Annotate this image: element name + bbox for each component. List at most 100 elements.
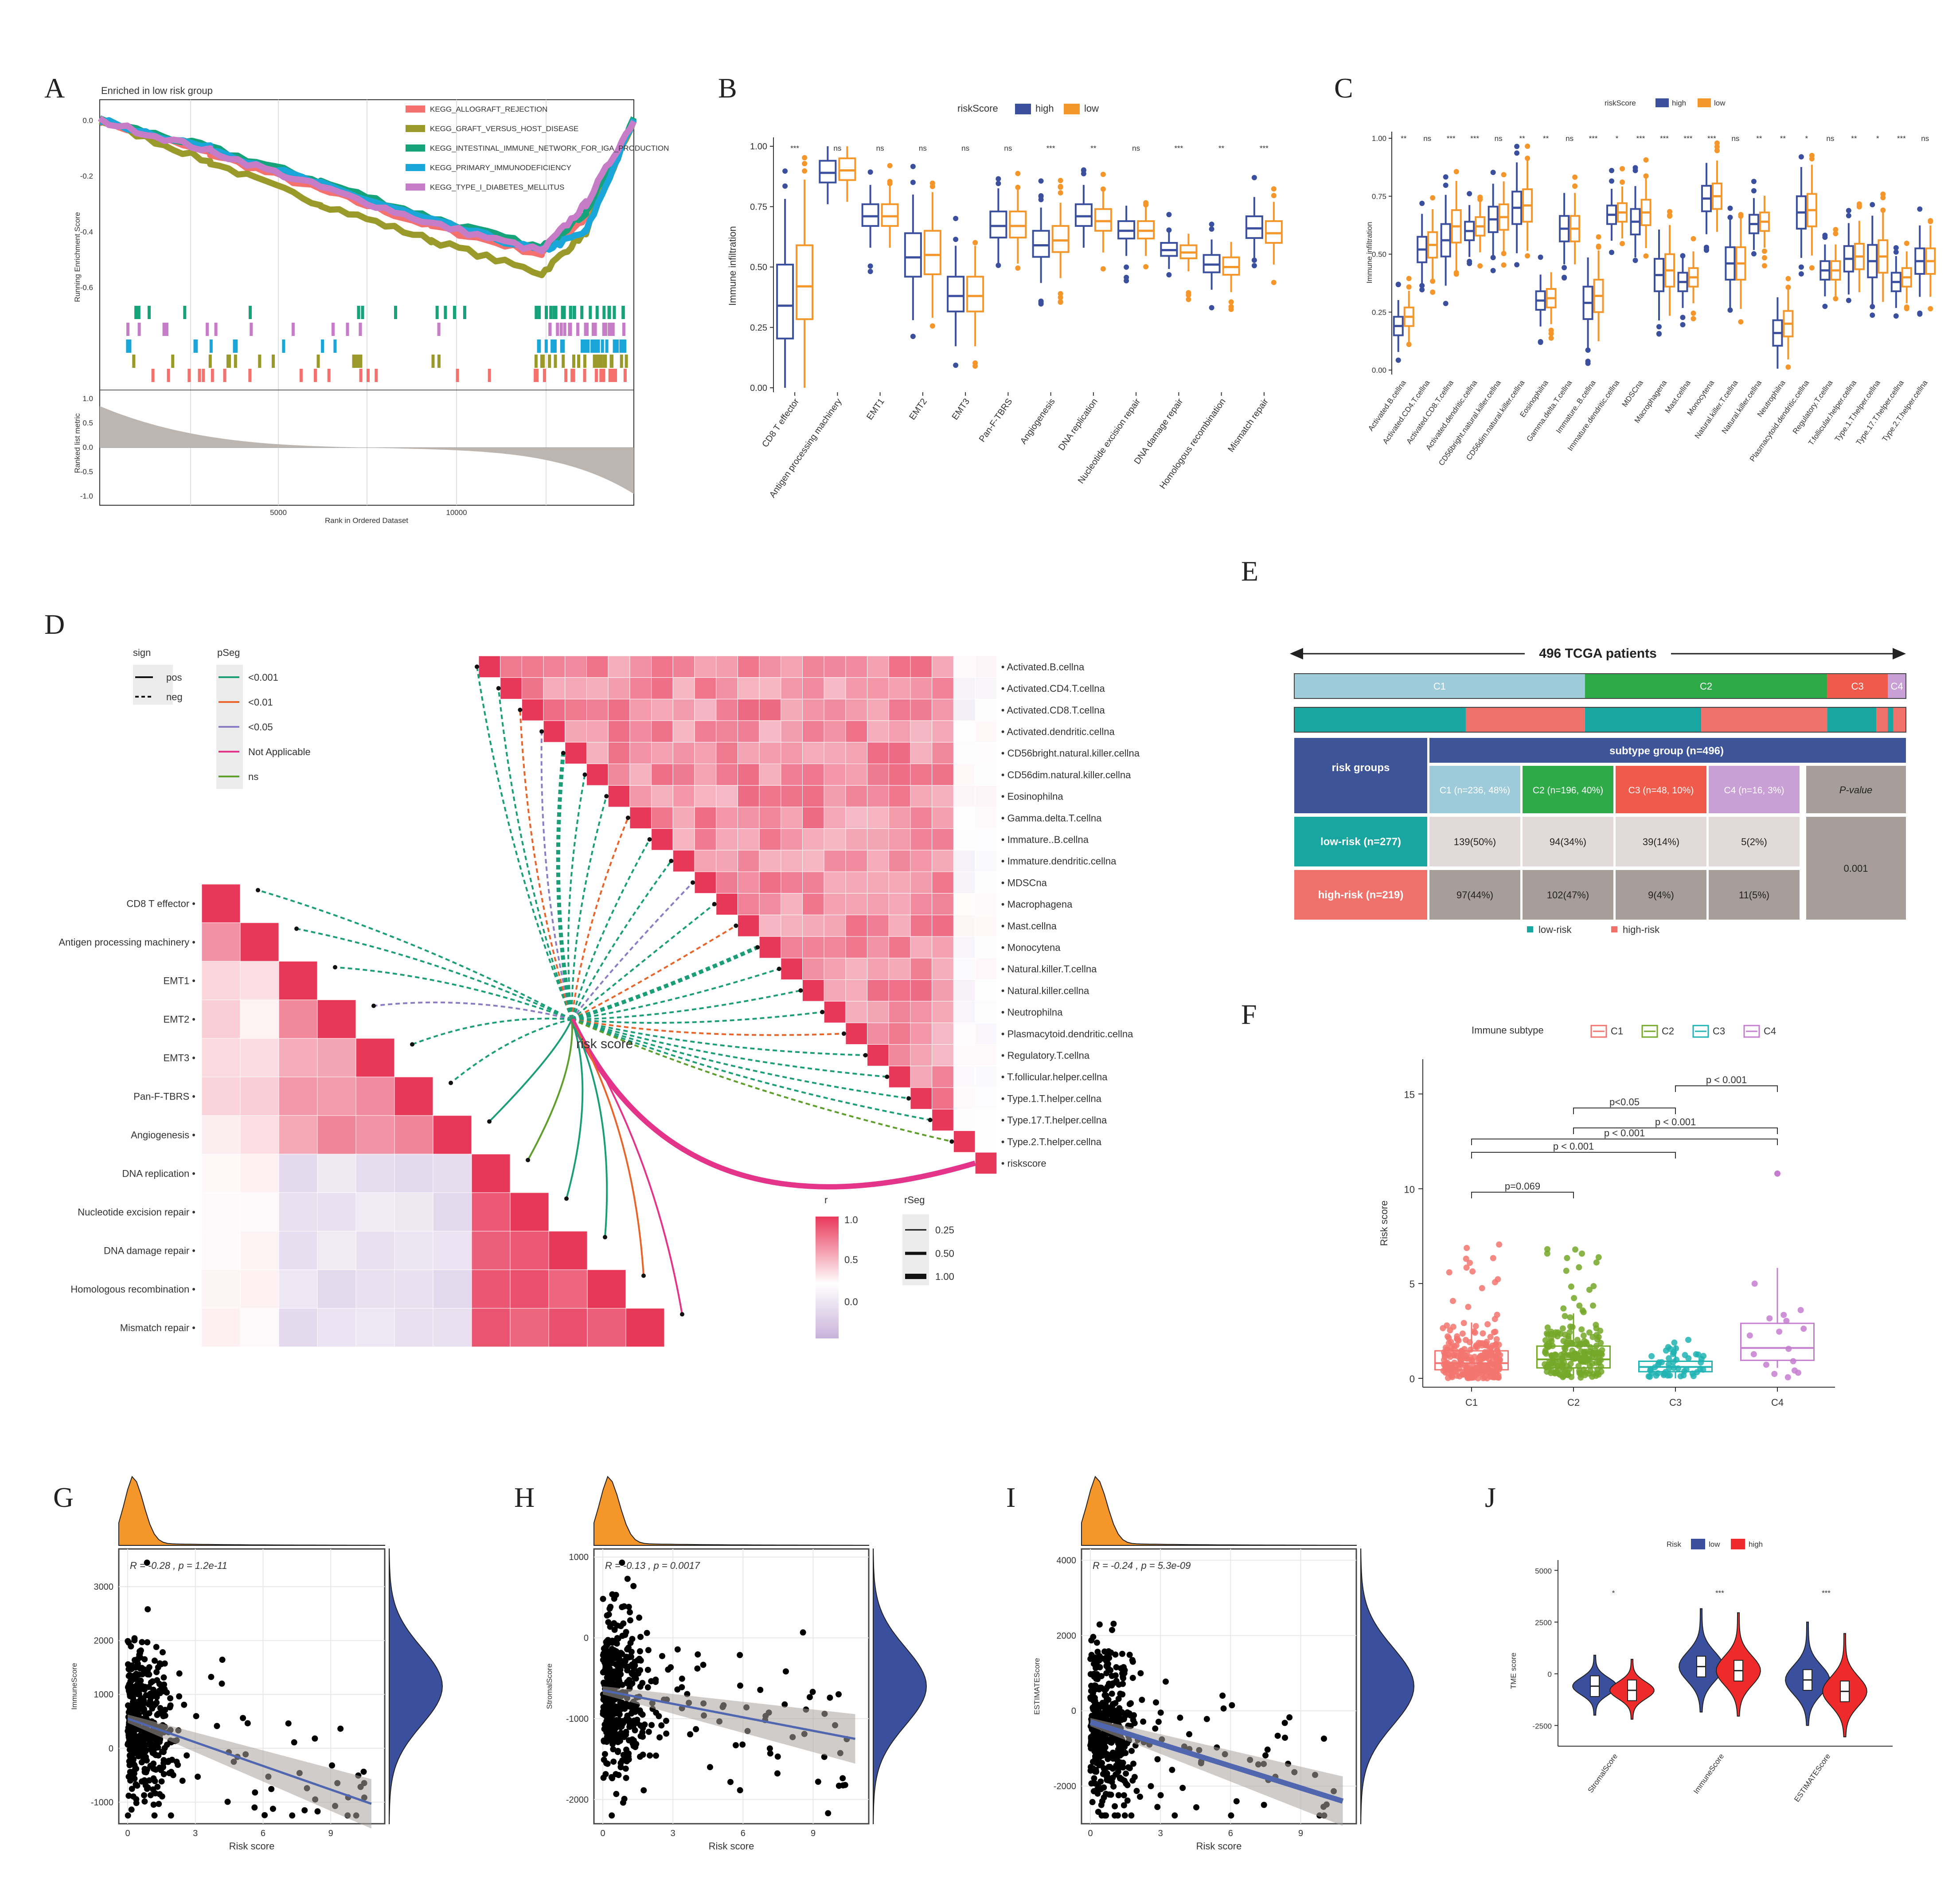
f-point (1460, 1320, 1467, 1326)
H-point (600, 1708, 606, 1715)
f-point (1449, 1298, 1456, 1304)
gsea-hit-mark (613, 306, 616, 319)
b-low-outlier (1143, 264, 1149, 269)
f-point (1560, 1305, 1567, 1312)
b-ytick-label: 0.50 (750, 263, 767, 273)
c-xtick-label: Activated.CD8.T.cellna (1405, 378, 1455, 445)
H-point (616, 1656, 623, 1662)
d-link-right (570, 796, 608, 1020)
H-point (645, 1647, 652, 1654)
d-link-right (571, 1018, 909, 1100)
c-low-outlier (1620, 166, 1625, 172)
c-significance: ns (1826, 134, 1834, 143)
c-low-outlier (1501, 172, 1507, 178)
H-point (605, 1649, 611, 1655)
f-xtick-label: C2 (1567, 1397, 1580, 1408)
d-right-cell (888, 677, 911, 699)
d-left-cell (240, 1115, 279, 1155)
d-right-cell (824, 850, 846, 872)
I-point (1136, 1794, 1143, 1800)
c-low-outlier (1691, 310, 1696, 316)
d-right-cell (759, 893, 781, 915)
I-point (1282, 1734, 1288, 1741)
G-right-density (389, 1549, 443, 1824)
d-link-end (294, 926, 299, 931)
d-right-cell (867, 1022, 889, 1045)
d-right-cell (521, 677, 544, 699)
I-point (1124, 1740, 1130, 1747)
G-point (135, 1753, 142, 1759)
b-low-outlier (1228, 304, 1234, 310)
c-low-outlier (1643, 173, 1649, 179)
c-significance: *** (1636, 134, 1645, 143)
d-legend-pseg-label: <0.001 (248, 672, 278, 683)
f-point (1567, 1361, 1574, 1367)
b-significance: ns (919, 144, 927, 152)
d-right-cell (672, 850, 695, 872)
b-xtick-label: DNA damage repair (1132, 397, 1185, 466)
H-point (633, 1675, 639, 1682)
G-point (162, 1688, 169, 1695)
gsea-hit-mark (132, 355, 136, 368)
d-right-label: • Type.17.T.helper.cellna (1001, 1115, 1107, 1126)
d-right-cell (975, 720, 997, 743)
d-right-cell (888, 850, 911, 872)
d-right-label: • CD56dim.natural.killer.cellna (1001, 769, 1131, 780)
b-high-box (989, 211, 1007, 239)
d-left-cell (317, 1308, 356, 1347)
G-point (148, 1694, 154, 1701)
panel-letter-a: A (44, 72, 65, 104)
G-point (150, 1686, 156, 1693)
d-right-cell (845, 677, 868, 699)
G-point (127, 1769, 133, 1775)
e-data-cell (1616, 817, 1706, 866)
G-point (301, 1807, 308, 1814)
d-left-label: EMT2 • (164, 1014, 196, 1025)
d-link-right (571, 925, 737, 1020)
I-point (1095, 1809, 1101, 1815)
f-point (1797, 1307, 1804, 1313)
f-point (1576, 1264, 1582, 1271)
G-point (175, 1762, 181, 1768)
gsea-hit-mark (359, 369, 363, 382)
I-point (1101, 1738, 1108, 1744)
f-point (1565, 1335, 1572, 1342)
b-high-outlier (1251, 263, 1257, 269)
c-low-outlier (1406, 342, 1412, 347)
f-point (1544, 1324, 1551, 1331)
f-point (1700, 1353, 1707, 1359)
H-point (835, 1691, 842, 1698)
j-significance: *** (1715, 1589, 1724, 1597)
G-point (195, 1773, 201, 1780)
d-right-cell (759, 914, 781, 937)
c-high-outlier (1538, 254, 1543, 260)
gsea-hit-mark (608, 306, 611, 319)
d-right-cell (586, 742, 609, 765)
G-point (154, 1712, 160, 1718)
c-high-outlier (1609, 250, 1615, 255)
f-comparison-pvalue: p < 0.001 (1553, 1141, 1594, 1152)
gsea-metric-ytick: 1.0 (82, 394, 93, 403)
c-significance: ** (1543, 134, 1549, 143)
f-point (1566, 1329, 1573, 1336)
d-right-cell (932, 871, 954, 894)
I-point (1128, 1747, 1135, 1754)
G-point (135, 1664, 142, 1670)
d-right-cell (867, 1001, 889, 1023)
c-low-outlier (1667, 213, 1672, 219)
d-right-cell (802, 742, 824, 765)
I-point (1092, 1654, 1098, 1661)
I-point (1090, 1738, 1097, 1744)
gsea-hit-mark (437, 355, 441, 368)
c-high-outlier (1680, 315, 1686, 320)
f-point (1487, 1369, 1494, 1376)
d-link-end (691, 880, 695, 885)
c-low-outlier (1714, 144, 1720, 150)
d-right-cell (651, 742, 673, 765)
I-confidence-band (1090, 1718, 1343, 1826)
G-point (166, 1770, 172, 1776)
panel-j: J Risk low high TME score 500025000-2500… (1485, 1482, 1893, 1803)
I-point (1220, 1705, 1227, 1712)
f-point (1598, 1350, 1605, 1357)
gsea-hit-mark (488, 369, 491, 382)
